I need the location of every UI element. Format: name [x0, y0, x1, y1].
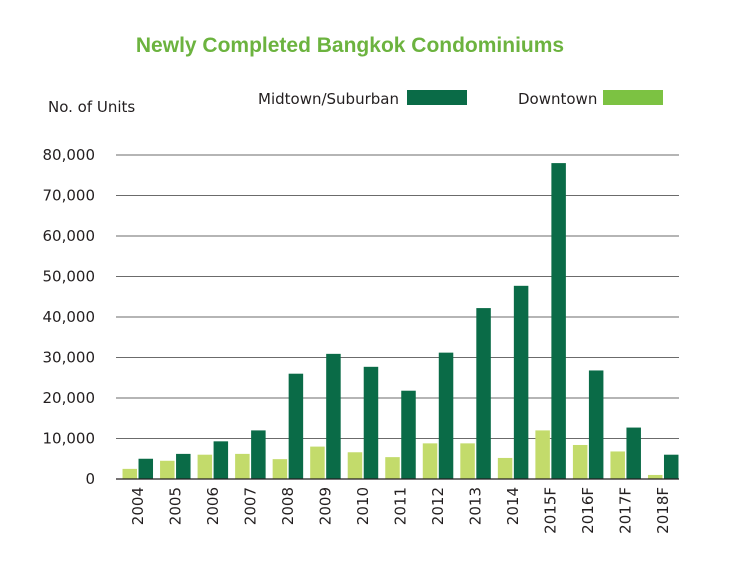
- bar-downtown-2009: [310, 446, 325, 479]
- bar-midtown-2013: [476, 308, 491, 479]
- y-tick-label: 20,000: [43, 389, 96, 407]
- bar-downtown-2008: [272, 459, 288, 479]
- bar-midtown-2004: [138, 458, 154, 479]
- x-tick-label: 2018F: [654, 487, 672, 534]
- bar-midtown-2005: [176, 453, 191, 479]
- x-tick-label: 2016F: [579, 487, 597, 534]
- bar-midtown-2008: [288, 373, 304, 479]
- x-tick-label: 2008: [279, 487, 297, 525]
- bar-downtown-2015F: [535, 430, 550, 479]
- y-tick-label: 50,000: [43, 268, 96, 286]
- legend-swatch-midtown: [407, 90, 467, 105]
- bar-midtown-2007: [251, 430, 266, 479]
- bar-downtown-2017F: [610, 451, 625, 479]
- bar-downtown-2011: [385, 457, 400, 479]
- bar-midtown-2018F: [663, 454, 679, 479]
- bar-downtown-2012: [422, 443, 438, 479]
- legend: Midtown/Suburban Downtown: [258, 90, 663, 108]
- x-tick-label: 2006: [204, 487, 222, 525]
- gridlines: [116, 154, 679, 439]
- x-tick-label: 2014: [504, 487, 522, 525]
- bar-downtown-2007: [235, 453, 250, 479]
- bar-midtown-2009: [326, 353, 341, 479]
- bar-downtown-2004: [122, 468, 138, 479]
- chart-title: Newly Completed Bangkok Condominiums: [136, 34, 564, 57]
- y-tick-label: 70,000: [43, 187, 96, 205]
- x-tick-label: 2004: [129, 487, 147, 525]
- legend-swatch-downtown: [603, 90, 663, 105]
- y-tick-label: 10,000: [43, 430, 96, 448]
- x-tick-labels: 2004 2005 2006 2007 2008 2009 2010 2011 2012 2013…: [129, 487, 672, 534]
- bar-downtown-2010: [347, 452, 363, 479]
- x-tick-label: 2005: [166, 487, 184, 525]
- bar-midtown-2011: [401, 390, 416, 479]
- y-tick-label: 30,000: [43, 349, 96, 367]
- y-tick-label: 80,000: [43, 146, 96, 164]
- x-tick-label: 2015F: [542, 487, 560, 534]
- bar-downtown-2016F: [572, 444, 588, 479]
- bar-midtown-2015F: [551, 163, 566, 479]
- y-tick-label: 40,000: [43, 308, 96, 326]
- bar-midtown-2014: [513, 285, 529, 479]
- y-tick-labels: 0 10,000 20,000 30,000 40,000 50,000 60,000 70,…: [43, 146, 96, 488]
- bar-downtown-2018F: [647, 474, 663, 479]
- bar-midtown-2016F: [588, 370, 604, 479]
- x-tick-label: 2012: [429, 487, 447, 525]
- y-tick-label: 0: [85, 470, 95, 488]
- x-tick-label: 2009: [316, 487, 334, 525]
- bar-downtown-2014: [497, 457, 513, 479]
- bar-downtown-2005: [160, 460, 175, 479]
- bar-midtown-2012: [438, 352, 454, 479]
- y-tick-label: 60,000: [43, 227, 96, 245]
- legend-label-downtown: Downtown: [518, 90, 597, 108]
- y-axis-label: No. of Units: [48, 98, 135, 116]
- bars: [122, 163, 679, 479]
- x-tick-label: 2017F: [617, 487, 635, 534]
- bar-midtown-2010: [363, 366, 379, 479]
- bar-midtown-2006: [213, 441, 229, 479]
- bar-downtown-2006: [197, 454, 213, 479]
- x-tick-label: 2007: [241, 487, 259, 525]
- bar-downtown-2013: [460, 443, 475, 479]
- bar-midtown-2017F: [626, 427, 641, 479]
- x-tick-label: 2010: [354, 487, 372, 525]
- legend-label-midtown: Midtown/Suburban: [258, 90, 399, 108]
- x-tick-label: 2011: [392, 487, 410, 525]
- x-tick-label: 2013: [467, 487, 485, 525]
